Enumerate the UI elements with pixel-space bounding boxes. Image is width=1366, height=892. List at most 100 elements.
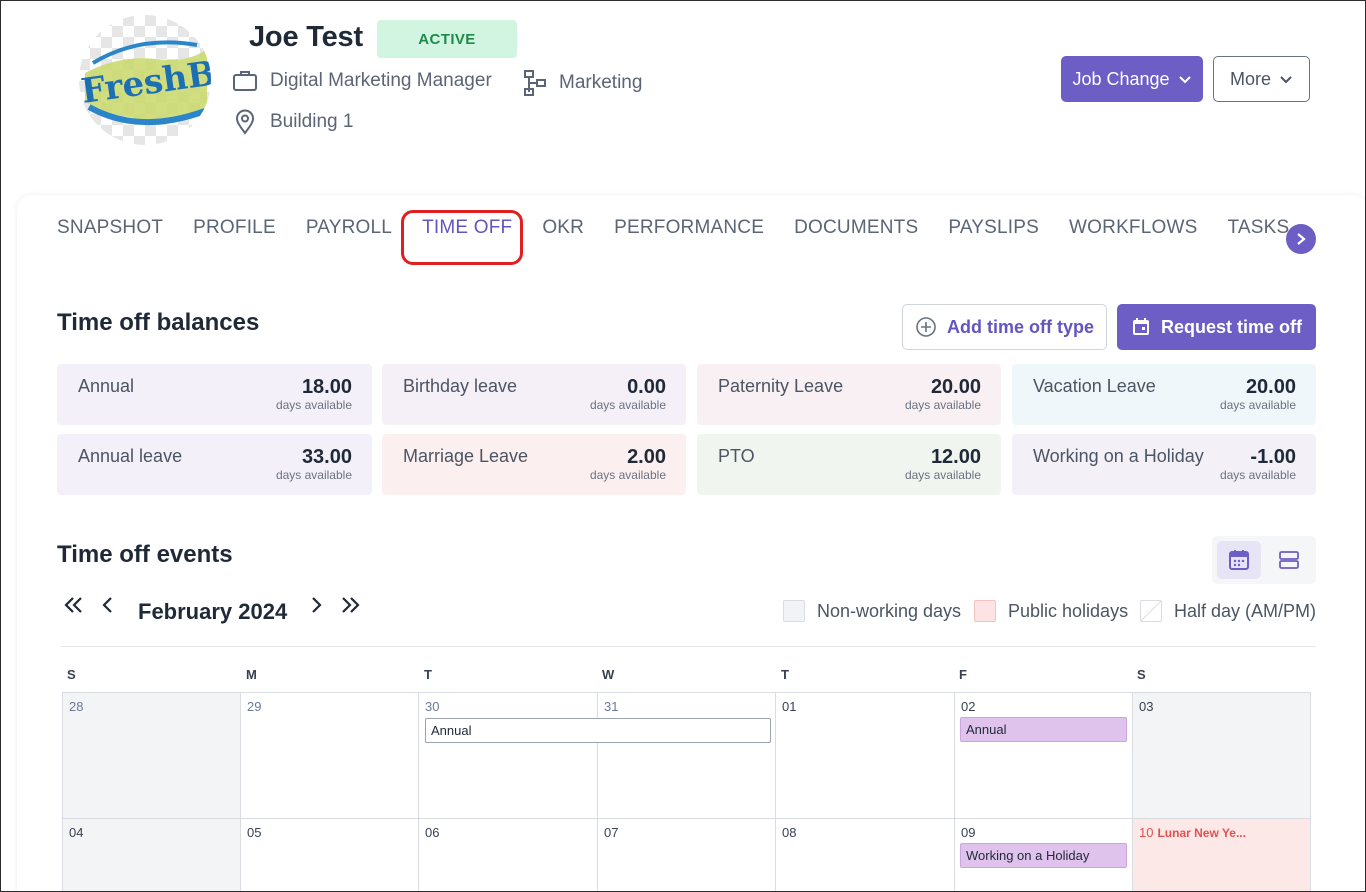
legend-label: Half day (AM/PM) <box>1174 600 1317 621</box>
add-time-off-type-button[interactable]: Add time off type <box>902 304 1107 350</box>
balance-card-vacation[interactable]: Vacation Leave 20.00 days available <box>1012 364 1316 425</box>
calendar-day[interactable]: 04 <box>63 819 241 891</box>
balance-unit: days available <box>589 468 666 482</box>
next-month-button[interactable] <box>309 595 323 615</box>
holiday-label: Lunar New Ye... <box>1157 826 1246 840</box>
location-text: Building 1 <box>270 111 354 132</box>
event-working-on-holiday[interactable]: Working on a Holiday <box>960 843 1127 868</box>
plus-circle-icon <box>916 317 936 337</box>
request-time-off-button[interactable]: Request time off <box>1117 304 1316 350</box>
double-chevron-right-icon <box>342 597 360 613</box>
event-annual-span[interactable]: Annual <box>425 718 771 743</box>
tab-payslips[interactable]: PAYSLIPS <box>948 217 1040 238</box>
more-button[interactable]: More <box>1213 56 1310 102</box>
balance-value: 18.00 <box>301 376 352 398</box>
balance-value: 12.00 <box>930 446 981 468</box>
balance-card-annual-leave[interactable]: Annual leave 33.00 days available <box>57 434 372 495</box>
main-card: SNAPSHOT PROFILE PAYROLL TIME OFF OKR PE… <box>17 195 1365 891</box>
calendar-day[interactable]: 01 <box>776 693 955 819</box>
calendar-icon <box>1229 550 1249 570</box>
balance-value: 0.00 <box>627 376 666 398</box>
chevron-right-icon <box>1297 233 1306 245</box>
tab-performance[interactable]: PERFORMANCE <box>614 217 765 238</box>
calendar-day[interactable]: 31 <box>598 693 776 819</box>
tab-payroll[interactable]: PAYROLL <box>305 217 393 238</box>
calendar-day[interactable]: 03 <box>1133 693 1311 819</box>
prev-year-button[interactable] <box>63 595 85 615</box>
job-title-text: Digital Marketing Manager <box>270 70 492 91</box>
balance-unit: days available <box>1219 468 1296 482</box>
legend-label: Non-working days <box>817 600 962 621</box>
calendar-icon <box>1132 318 1149 335</box>
avatar: FreshBo <box>79 15 211 145</box>
prev-month-button[interactable] <box>101 595 115 615</box>
calendar-day[interactable]: 08 <box>776 819 955 891</box>
weekday-header: S <box>67 667 76 682</box>
weekday-header: S <box>1137 667 1146 682</box>
calendar-day[interactable]: 06 <box>419 819 598 891</box>
balance-label: PTO <box>718 446 755 466</box>
calendar-day[interactable]: 28 <box>63 693 241 819</box>
balance-unit: days available <box>275 468 352 482</box>
tab-snapshot[interactable]: SNAPSHOT <box>57 217 164 238</box>
day-number: 09 <box>961 825 976 840</box>
legend-swatch <box>783 600 805 622</box>
calendar-day[interactable]: 29 <box>241 693 419 819</box>
calendar-day-holiday[interactable]: 10 Lunar New Ye... <box>1133 819 1311 891</box>
tab-documents[interactable]: DOCUMENTS <box>794 217 919 238</box>
calendar-day[interactable]: 07 <box>598 819 776 891</box>
weekday-header: T <box>424 667 432 682</box>
calendar-day[interactable]: 30 <box>419 693 598 819</box>
legend-public-holidays: Public holidays <box>974 600 1128 622</box>
legend-half-day: Half day (AM/PM) <box>1140 600 1316 622</box>
day-number: 28 <box>69 699 84 714</box>
weekday-header: F <box>959 667 967 682</box>
calendar-day[interactable]: 05 <box>241 819 419 891</box>
balance-card-annual[interactable]: Annual 18.00 days available <box>57 364 372 425</box>
legend-swatch <box>974 600 996 622</box>
balance-card-paternity[interactable]: Paternity Leave 20.00 days available <box>697 364 1001 425</box>
view-toggle <box>1212 536 1316 584</box>
balance-card-marriage[interactable]: Marriage Leave 2.00 days available <box>382 434 686 495</box>
tab-time-off[interactable]: TIME OFF <box>422 217 513 238</box>
balance-label: Birthday leave <box>403 376 518 396</box>
balance-card-working-holiday[interactable]: Working on a Holiday -1.00 days availabl… <box>1012 434 1316 495</box>
department: Marketing <box>523 69 642 97</box>
next-year-button[interactable] <box>339 595 361 615</box>
day-number: 03 <box>1139 699 1154 714</box>
calendar-month-label: February 2024 <box>138 599 288 624</box>
legend-swatch <box>1140 600 1162 622</box>
balance-card-pto[interactable]: PTO 12.00 days available <box>697 434 1001 495</box>
department-text: Marketing <box>559 72 643 93</box>
day-number: 10 Lunar New Ye... <box>1139 825 1246 840</box>
balance-value: -1.00 <box>1250 446 1296 468</box>
tabs-scroll-right-button[interactable] <box>1286 224 1316 254</box>
tab-okr[interactable]: OKR <box>542 217 585 238</box>
double-chevron-left-icon <box>64 597 82 613</box>
day-number: 04 <box>69 825 84 840</box>
balance-card-birthday[interactable]: Birthday leave 0.00 days available <box>382 364 686 425</box>
balance-value: 20.00 <box>1245 376 1296 398</box>
map-pin-icon <box>235 109 255 135</box>
tab-tasks[interactable]: TASKS <box>1227 217 1290 238</box>
weekday-header: W <box>602 667 615 682</box>
calendar-grid: 28 29 30 31 01 02 03 04 05 06 07 08 09 1… <box>62 692 1311 891</box>
job-change-label: Job Change <box>1072 68 1170 89</box>
balance-value: 20.00 <box>930 376 981 398</box>
list-view-button[interactable] <box>1267 541 1311 579</box>
job-change-button[interactable]: Job Change <box>1061 56 1203 102</box>
tab-workflows[interactable]: WORKFLOWS <box>1069 217 1198 238</box>
calendar-view-button[interactable] <box>1217 541 1261 579</box>
calendar-day[interactable]: 02 <box>955 693 1133 819</box>
day-number: 02 <box>961 699 976 714</box>
balance-label: Paternity Leave <box>718 376 844 396</box>
legend-label: Public holidays <box>1008 600 1129 621</box>
balance-unit: days available <box>904 398 981 412</box>
location: Building 1 <box>232 109 353 135</box>
balance-value: 33.00 <box>301 446 352 468</box>
briefcase-icon <box>233 71 257 91</box>
tab-profile[interactable]: PROFILE <box>193 217 276 238</box>
event-annual-friday[interactable]: Annual <box>960 717 1127 742</box>
day-number: 08 <box>782 825 797 840</box>
